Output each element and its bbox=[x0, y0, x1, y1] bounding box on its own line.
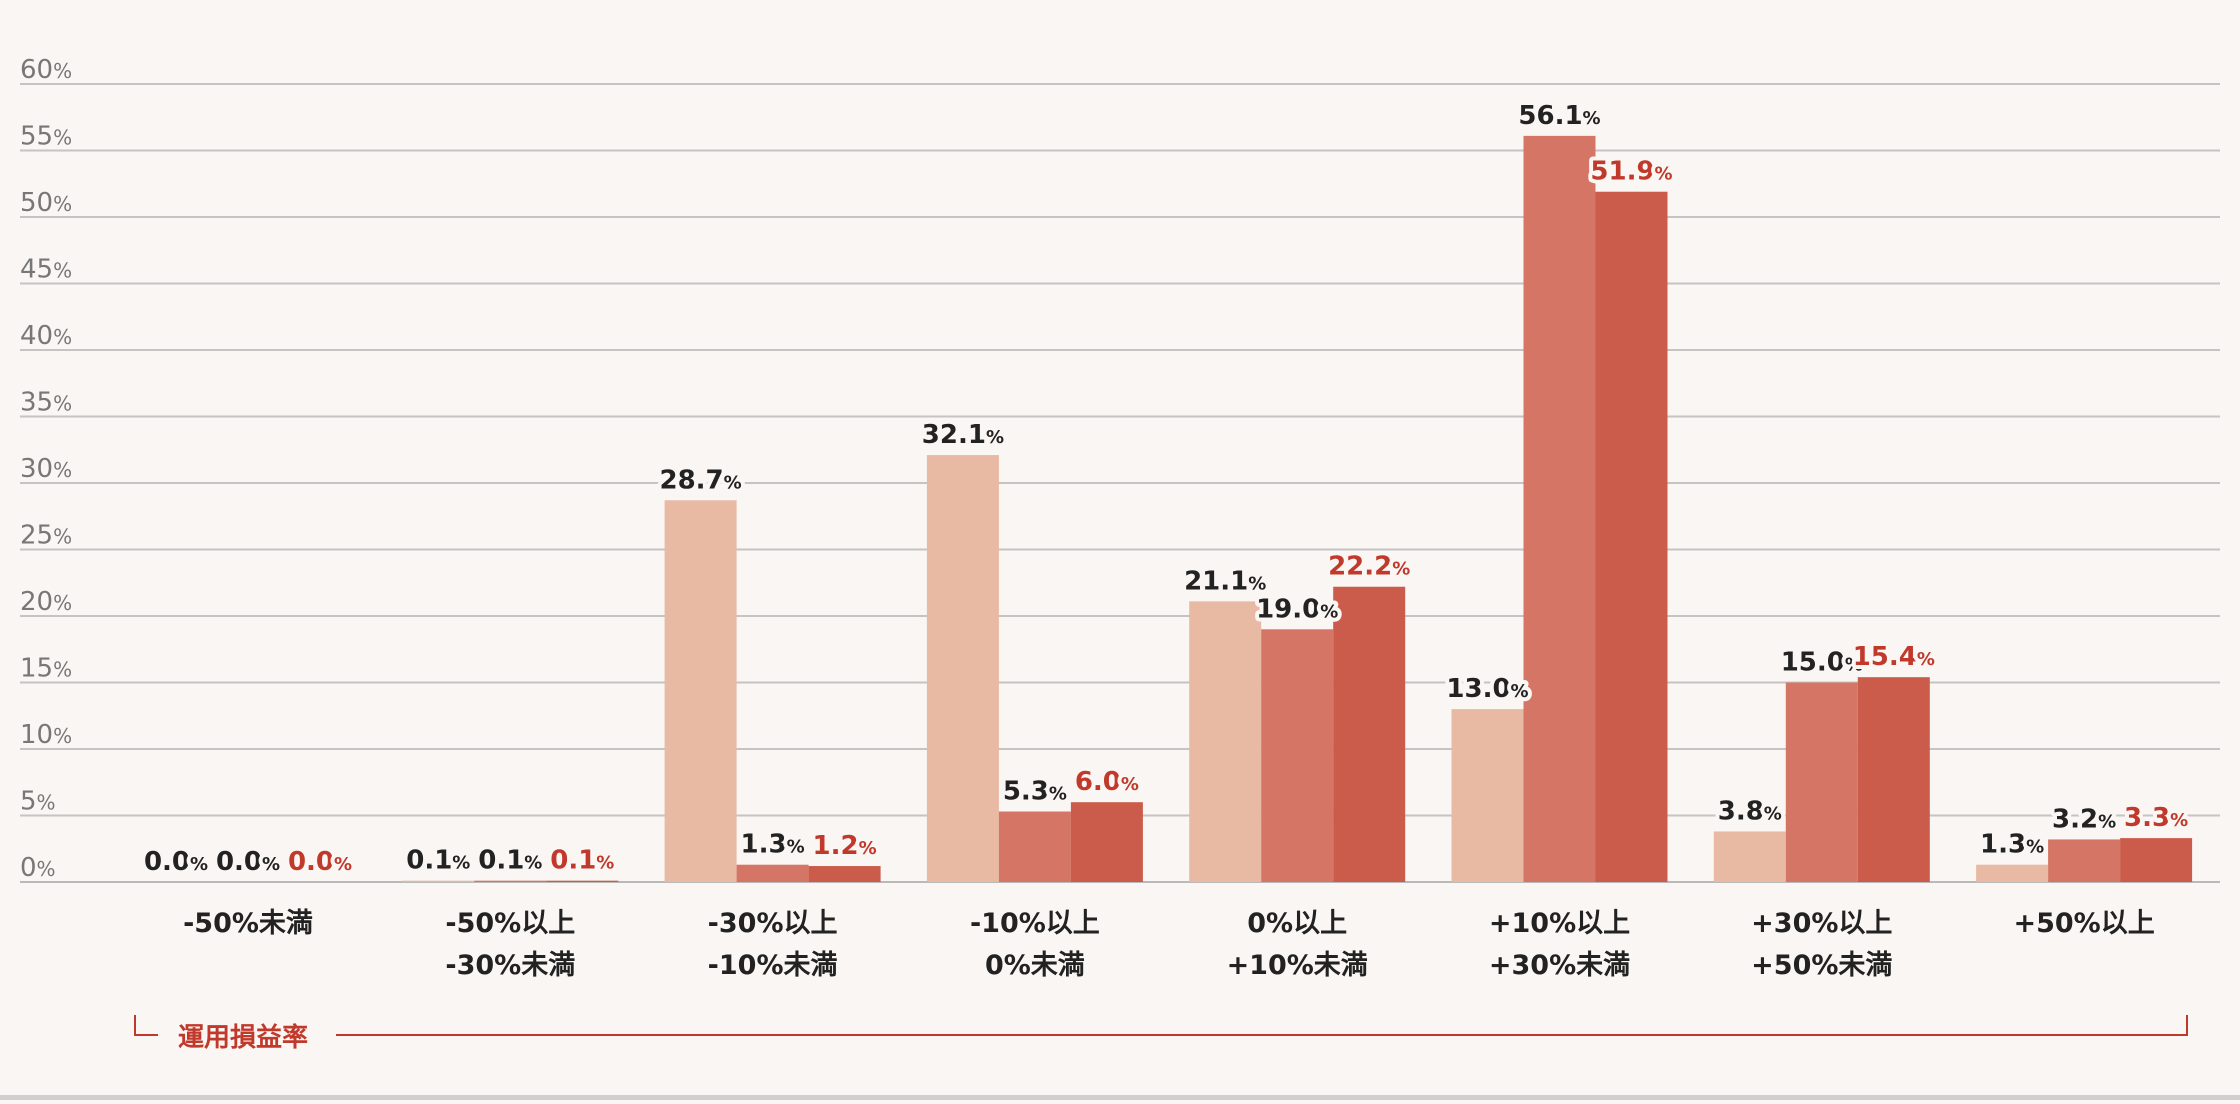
y-tick-label: 0% bbox=[20, 853, 56, 883]
bar bbox=[1976, 864, 2049, 882]
bar bbox=[2120, 838, 2193, 882]
bar bbox=[1261, 629, 1334, 882]
y-tick-label: 50% bbox=[20, 188, 72, 218]
data-label: 32.1% bbox=[922, 420, 1004, 450]
category-label: +50%以上 bbox=[2013, 908, 2154, 939]
bar bbox=[546, 880, 619, 882]
y-tick-label: 5% bbox=[20, 787, 56, 817]
category-label: 0%以上 bbox=[1247, 908, 1347, 939]
bar bbox=[1523, 135, 1596, 882]
data-labels: 0.0% 0.0% 0.0% 0.1% 0.1% 0.1% 28.7% 1.3% 1.2% 32.… bbox=[140, 97, 2192, 881]
bar bbox=[1189, 601, 1262, 882]
data-label: 19.0% bbox=[1256, 594, 1338, 624]
category-label: -50%以上 bbox=[445, 908, 575, 939]
bar bbox=[1713, 831, 1786, 882]
category-label: -10%以上 bbox=[970, 908, 1100, 939]
data-label: 5.3% bbox=[1003, 777, 1067, 807]
data-label: 1.2% bbox=[813, 831, 877, 861]
category-label: 0%未満 bbox=[985, 950, 1085, 981]
data-label: 56.1% bbox=[1518, 101, 1600, 131]
data-label: 15.0% bbox=[1781, 648, 1863, 678]
category-label: +30%未満 bbox=[1489, 950, 1630, 981]
y-tick-label: 35% bbox=[20, 388, 72, 418]
category-label: -50%未満 bbox=[183, 908, 313, 939]
bar bbox=[1333, 586, 1406, 882]
y-tick-label: 30% bbox=[20, 454, 72, 484]
x-axis-bracket: 運用損益率 bbox=[134, 1015, 2188, 1053]
data-label: 0.0% bbox=[144, 847, 208, 877]
y-tick-label: 55% bbox=[20, 122, 72, 152]
y-tick-label: 45% bbox=[20, 255, 72, 285]
data-label: 1.3% bbox=[1980, 830, 2044, 860]
bar bbox=[1857, 677, 1930, 882]
bracket-line-left bbox=[134, 1015, 158, 1036]
bar bbox=[664, 500, 737, 882]
data-label: 51.9% bbox=[1590, 157, 1672, 187]
bar bbox=[402, 880, 475, 882]
data-label: 1.3% bbox=[741, 830, 805, 860]
bottom-divider bbox=[0, 1095, 2240, 1100]
data-label: 3.8% bbox=[1718, 796, 1782, 826]
data-label: 3.3% bbox=[2124, 803, 2188, 833]
bar bbox=[1785, 682, 1858, 882]
data-label: 0.1% bbox=[550, 846, 614, 876]
bar bbox=[474, 880, 547, 882]
y-tick-label: 15% bbox=[20, 654, 72, 684]
bar bbox=[1070, 802, 1143, 882]
data-label: 0.1% bbox=[406, 846, 470, 876]
y-tick-label: 40% bbox=[20, 321, 72, 351]
data-label: 13.0% bbox=[1446, 674, 1528, 704]
x-axis-label: 運用損益率 bbox=[178, 1022, 308, 1053]
category-label: +30%以上 bbox=[1751, 908, 1892, 939]
bar bbox=[808, 866, 881, 882]
data-label: 0.0% bbox=[288, 847, 352, 877]
bar bbox=[2048, 839, 2121, 882]
bar bbox=[998, 811, 1071, 882]
bar bbox=[926, 455, 999, 882]
category-label: -30%以上 bbox=[708, 908, 838, 939]
data-label: 21.1% bbox=[1184, 566, 1266, 596]
data-label: 6.0% bbox=[1075, 767, 1139, 797]
y-tick-label: 60% bbox=[20, 55, 72, 85]
category-label: -10%未満 bbox=[708, 950, 838, 981]
bar bbox=[1595, 191, 1668, 883]
category-label: +10%未満 bbox=[1227, 950, 1368, 981]
data-label: 15.4% bbox=[1853, 642, 1935, 672]
bar bbox=[1451, 709, 1524, 882]
data-label: 0.0% bbox=[216, 847, 280, 877]
y-tick-label: 25% bbox=[20, 521, 72, 551]
data-label: 28.7% bbox=[659, 465, 741, 495]
y-tick-label: 10% bbox=[20, 720, 72, 750]
category-label: +10%以上 bbox=[1489, 908, 1630, 939]
category-label: -30%未満 bbox=[445, 950, 575, 981]
x-axis-category-labels: -50%未満 -50%以上 -30%未満 -30%以上 -10%未満 -10%以上 0%未満… bbox=[183, 908, 2155, 981]
data-label: 3.2% bbox=[2052, 804, 2116, 834]
bar bbox=[736, 864, 809, 882]
bars bbox=[402, 135, 2193, 883]
data-label: 0.1% bbox=[478, 846, 542, 876]
bracket-line-right bbox=[336, 1015, 2188, 1036]
y-axis-tick-labels: 0% 5% 10% 15% 20% 25% 30% 35% 40% 45% 50% 55% 60% bbox=[20, 55, 72, 883]
category-label: +50%未満 bbox=[1751, 950, 1892, 981]
data-label: 22.2% bbox=[1328, 552, 1410, 582]
y-tick-label: 20% bbox=[20, 587, 72, 617]
gridlines bbox=[20, 83, 2220, 883]
